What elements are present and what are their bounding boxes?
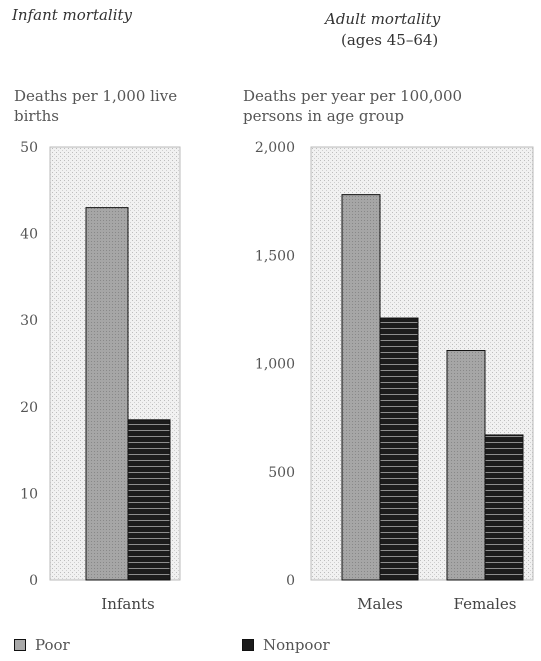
adult-chart-subtitle: (ages 45–64): [341, 31, 439, 49]
legend-item-nonpoor: Nonpoor: [242, 636, 330, 654]
y-tick-label: 0: [286, 573, 295, 589]
y-tick-label: 30: [20, 313, 38, 329]
x-category-label: Infants: [101, 595, 154, 613]
adult-chart-title: Adult mortality: [325, 10, 441, 28]
poor-swatch: [14, 639, 26, 651]
legend-item-poor: Poor: [14, 636, 70, 654]
y-tick-label: 500: [268, 465, 295, 481]
y-tick-label: 1,000: [255, 357, 295, 373]
adult-y-axis-label: Deaths per year per 100,000 persons in a…: [243, 87, 463, 125]
x-category-label: Females: [453, 595, 516, 613]
bar-nonpoor-infants: [127, 419, 171, 581]
y-tick-label: 10: [20, 486, 38, 502]
x-category-label: Males: [357, 595, 403, 613]
y-tick-label: 2,000: [255, 140, 295, 156]
infant-chart-title: Infant mortality: [12, 6, 133, 24]
bar-poor-males: [341, 194, 381, 581]
bar-nonpoor-females: [484, 434, 524, 581]
y-tick-label: 1,500: [255, 248, 295, 264]
legend-label-poor: Poor: [35, 636, 70, 654]
y-tick-label: 20: [20, 400, 38, 416]
nonpoor-swatch: [242, 639, 254, 651]
y-tick-label: 50: [20, 140, 38, 156]
bar-poor-females: [446, 350, 486, 581]
y-tick-label: 40: [20, 227, 38, 243]
bar-poor-infants: [85, 207, 129, 581]
legend-label-nonpoor: Nonpoor: [263, 636, 330, 654]
y-tick-label: 0: [29, 573, 38, 589]
bar-nonpoor-males: [379, 317, 419, 581]
infant-y-axis-label: Deaths per 1,000 live births: [14, 87, 178, 125]
